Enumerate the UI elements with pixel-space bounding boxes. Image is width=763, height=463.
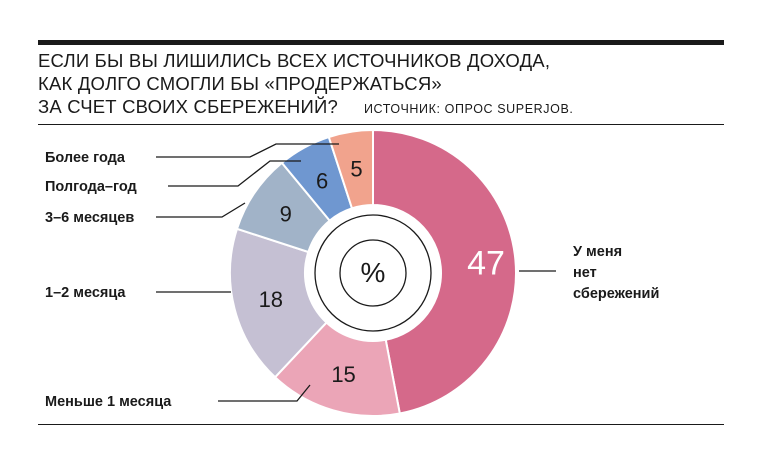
- donut-hole: [305, 205, 441, 341]
- bottom-rule: [38, 424, 724, 425]
- title-line-1: Если бы вы лишились всех источников дохо…: [38, 50, 551, 71]
- leader-lines: [156, 143, 556, 402]
- category-label-1-2-months: 1–2 месяца: [45, 285, 126, 301]
- center-percent-label: %: [361, 257, 386, 288]
- value-label-more-year: 5: [350, 157, 362, 182]
- category-label-half-year-year: Полгода–год: [45, 179, 137, 195]
- title-line-3-text: за счет своих сбережений?: [38, 96, 338, 117]
- inner-ring-outer: [314, 214, 432, 332]
- leader-half-year-year: [168, 160, 301, 187]
- chart-title: Если бы вы лишились всех источников дохо…: [38, 49, 724, 121]
- category-labels: У меня нет сбережений Меньше 1 месяца 1–2 ме…: [45, 150, 659, 410]
- category-label-no-savings: У меня нет сбережений: [573, 244, 659, 302]
- value-label-no-savings: 47: [467, 245, 505, 283]
- top-bar: [38, 40, 724, 45]
- category-label-less-1-month: Меньше 1 месяца: [45, 394, 172, 410]
- slice-values: 47 15 18 96 5: [259, 157, 505, 388]
- category-label-more-year: Более года: [45, 150, 126, 166]
- value-label-half-year-year: 6: [316, 168, 328, 193]
- title-line-2: как долго смогли бы «продержаться»: [38, 73, 442, 94]
- title-line-3: за счет своих сбережений? Источник: опрос…: [38, 95, 724, 121]
- inner-ring-inner: [339, 239, 407, 307]
- leader-3-6-months: [156, 202, 246, 218]
- category-label-line: нет: [573, 265, 597, 281]
- value-label-less-1-month: 15: [331, 362, 355, 387]
- top-rule: [38, 124, 724, 125]
- category-label-3-6-months: 3–6 месяцев: [45, 210, 134, 226]
- value-label-1-2-months: 18: [259, 287, 283, 312]
- source-note: Источник: опрос SuperJob.: [363, 102, 574, 116]
- value-label-3-6-months: 9: [280, 202, 292, 227]
- leader-less-1-month: [218, 384, 311, 402]
- donut-slices: [229, 128, 517, 417]
- category-label-line: сбережений: [573, 286, 659, 302]
- leader-more-year: [156, 143, 339, 158]
- category-label-line: У меня: [573, 244, 622, 260]
